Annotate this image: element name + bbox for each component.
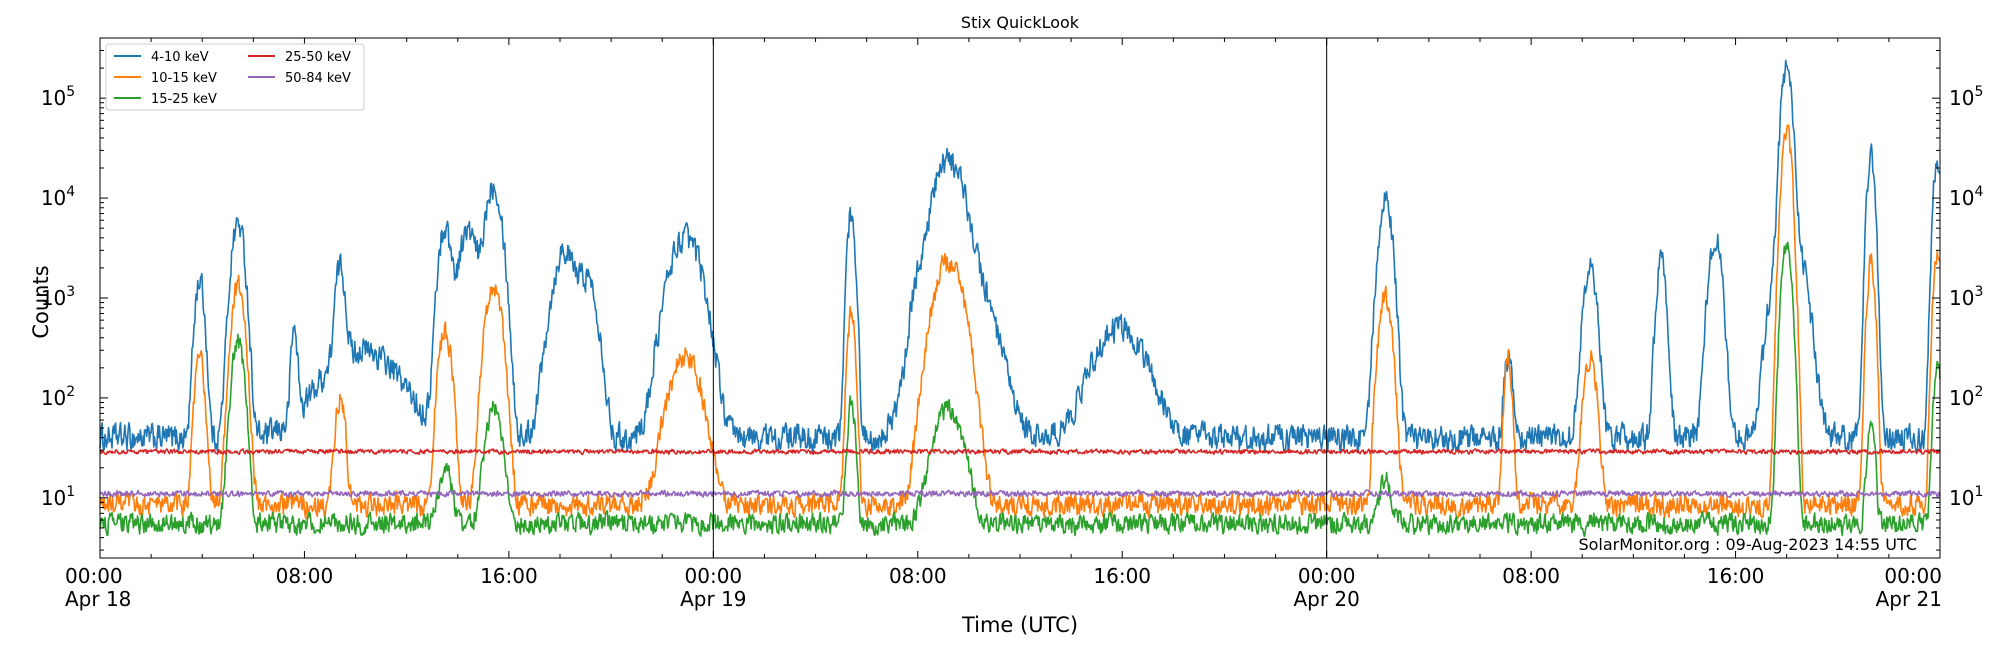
y-tick-exponent: 2 (66, 384, 75, 400)
y-tick-exponent: 5 (66, 84, 75, 100)
y-axis-label: Counts (29, 265, 53, 338)
y-tick-base: 10 (41, 386, 66, 410)
y-tick-label-left: 103 (41, 284, 75, 310)
y-tick-label-left: 102 (41, 384, 75, 410)
x-tick-date-label: Apr 21 (1876, 587, 1942, 611)
x-tick-label: 16:00 (480, 564, 538, 588)
y-tick-base: 10 (1949, 286, 1974, 310)
y-tick-label-right: 101 (1949, 484, 1983, 510)
y-tick-exponent: 2 (1974, 384, 1983, 400)
y-tick-label-left: 105 (41, 84, 75, 110)
y-tick-exponent: 4 (1974, 184, 1983, 200)
x-tick-label: 08:00 (276, 564, 334, 588)
x-tick-label: 16:00 (1707, 564, 1765, 588)
credit-label: SolarMonitor.org : 09-Aug-2023 14:55 UTC (1578, 535, 1917, 554)
x-tick-label: 08:00 (1502, 564, 1560, 588)
x-tick-label: 00:00 (685, 564, 743, 588)
x-tick-date-label: Apr 18 (65, 587, 131, 611)
x-tick-date-label: Apr 20 (1293, 587, 1359, 611)
legend: 4-10 keV 10-15 keV 15-25 keV 25-50 keV 50-84… (105, 43, 365, 111)
legend-label: 50-84 keV (285, 71, 351, 86)
y-tick-base: 10 (1949, 486, 1974, 510)
x-tick-date-label: Apr 19 (680, 587, 746, 611)
y-tick-exponent: 3 (66, 284, 75, 300)
x-tick-label: 00:00 (1884, 564, 1942, 588)
series-line-25-50-kev (99, 448, 1941, 456)
series-line-10-15-kev (99, 124, 1941, 520)
legend-label: 4-10 keV (151, 50, 209, 65)
y-tick-label-right: 105 (1949, 84, 1983, 110)
x-axis-label: Time (UTC) (961, 613, 1078, 637)
x-tick-label: 00:00 (65, 564, 123, 588)
legend-box (105, 43, 365, 111)
y-tick-base: 10 (1949, 86, 1974, 110)
y-tick-label-left: 104 (41, 184, 75, 210)
y-tick-base: 10 (1949, 186, 1974, 210)
chart-title: Stix QuickLook (961, 13, 1080, 32)
series-line-4-10-kev (99, 59, 1941, 454)
y-tick-exponent: 3 (1974, 284, 1983, 300)
legend-label: 25-50 keV (285, 50, 351, 65)
x-tick-label: 08:00 (889, 564, 947, 588)
y-tick-exponent: 1 (66, 484, 75, 500)
y-tick-exponent: 1 (1974, 484, 1983, 500)
legend-label: 15-25 keV (151, 92, 217, 107)
y-tick-base: 10 (41, 286, 66, 310)
y-tick-label-left: 101 (41, 484, 75, 510)
y-tick-base: 10 (41, 186, 66, 210)
legend-label: 10-15 keV (151, 71, 217, 86)
y-tick-label-right: 104 (1949, 184, 1983, 210)
x-tick-label: 16:00 (1093, 564, 1151, 588)
series-line-50-84-kev (99, 489, 1941, 499)
series-layer (99, 59, 1941, 538)
series-line-15-25-kev (99, 241, 1941, 538)
y-tick-base: 10 (1949, 386, 1974, 410)
x-tick-label: 00:00 (1298, 564, 1356, 588)
y-tick-base: 10 (41, 486, 66, 510)
y-tick-base: 10 (41, 86, 66, 110)
y-tick-label-right: 102 (1949, 384, 1983, 410)
y-tick-label-right: 103 (1949, 284, 1983, 310)
y-tick-exponent: 4 (66, 184, 75, 200)
y-tick-exponent: 5 (1974, 84, 1983, 100)
